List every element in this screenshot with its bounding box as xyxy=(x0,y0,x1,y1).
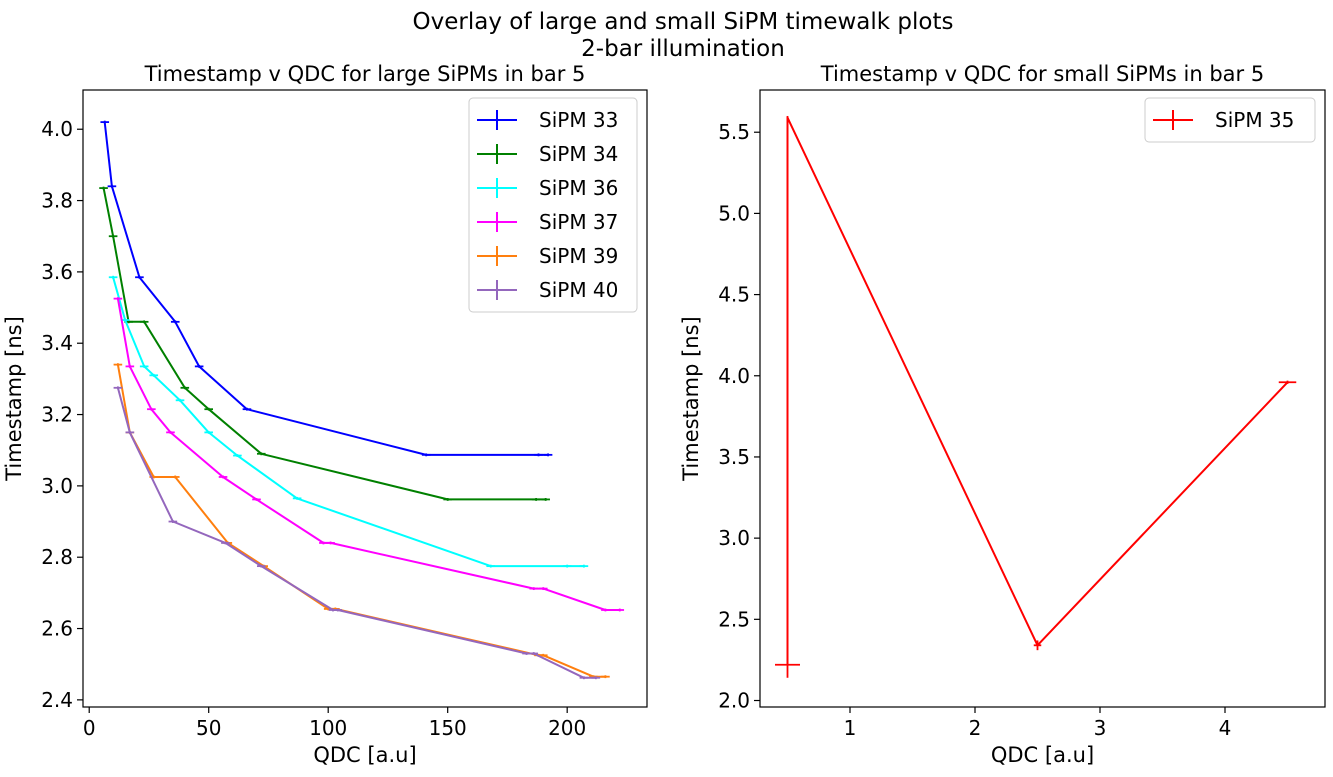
plot-frame xyxy=(82,89,648,708)
legend-box xyxy=(1144,97,1316,143)
chart-title: Timestamp v QDC for small SiPMs in bar 5 xyxy=(820,62,1264,86)
y-tick-label: 3.8 xyxy=(41,189,73,213)
series-line xyxy=(112,276,584,568)
y-tick-label: 2.4 xyxy=(41,688,73,712)
y-tick-label: 3.0 xyxy=(41,474,73,498)
x-tick-label: 2 xyxy=(969,716,982,740)
y-tick-label: 2.6 xyxy=(41,617,73,641)
x-tick-label: 4 xyxy=(1219,716,1232,740)
legend-label: SiPM 37 xyxy=(539,210,618,234)
legend-box xyxy=(468,97,638,313)
y-tick-label: 2.0 xyxy=(718,689,750,713)
series-line xyxy=(116,298,620,611)
y-tick-label: 3.2 xyxy=(41,403,73,427)
series-line xyxy=(116,387,596,679)
y-tick-label: 4.5 xyxy=(718,283,750,307)
y-tick-label: 3.0 xyxy=(718,526,750,550)
figure-suptitle-line1: Overlay of large and small SiPM timewalk… xyxy=(413,9,954,35)
x-axis-label: QDC [a.u] xyxy=(991,743,1094,767)
y-tick-label: 2.5 xyxy=(718,607,750,631)
series-line xyxy=(786,116,1289,665)
legend-label: SiPM 40 xyxy=(539,278,618,302)
plot-frame xyxy=(759,89,1326,708)
y-tick-label: 4.0 xyxy=(41,117,73,141)
y-axis-label: Timestamp [ns] xyxy=(679,316,703,482)
y-tick-label: 5.0 xyxy=(718,201,750,225)
legend-label: SiPM 34 xyxy=(539,142,618,166)
x-tick-label: 50 xyxy=(196,716,221,740)
x-tick-label: 100 xyxy=(309,716,347,740)
chart-large-sipms: Timestamp v QDC for large SiPMs in bar 5… xyxy=(2,62,648,767)
series-line xyxy=(102,187,546,501)
legend-label: SiPM 35 xyxy=(1215,108,1294,132)
y-tick-label: 3.6 xyxy=(41,260,73,284)
x-tick-label: 1 xyxy=(844,716,857,740)
x-tick-label: 150 xyxy=(429,716,467,740)
y-tick-label: 4.0 xyxy=(718,364,750,388)
legend-label: SiPM 33 xyxy=(539,108,618,132)
y-tick-label: 3.4 xyxy=(41,331,73,355)
x-tick-label: 200 xyxy=(548,716,586,740)
chart-title: Timestamp v QDC for large SiPMs in bar 5 xyxy=(144,62,586,86)
x-tick-label: 3 xyxy=(1094,716,1107,740)
legend-label: SiPM 39 xyxy=(539,244,618,268)
y-axis-label: Timestamp [ns] xyxy=(2,316,26,482)
x-tick-label: 0 xyxy=(83,716,96,740)
y-tick-label: 3.5 xyxy=(718,445,750,469)
chart-small-sipms: Timestamp v QDC for small SiPMs in bar 5… xyxy=(679,62,1326,767)
x-axis-label: QDC [a.u] xyxy=(313,743,416,767)
y-tick-label: 5.5 xyxy=(718,120,750,144)
legend-label: SiPM 36 xyxy=(539,176,618,200)
figure-suptitle-line2: 2-bar illumination xyxy=(581,36,785,62)
y-tick-label: 2.8 xyxy=(41,545,73,569)
